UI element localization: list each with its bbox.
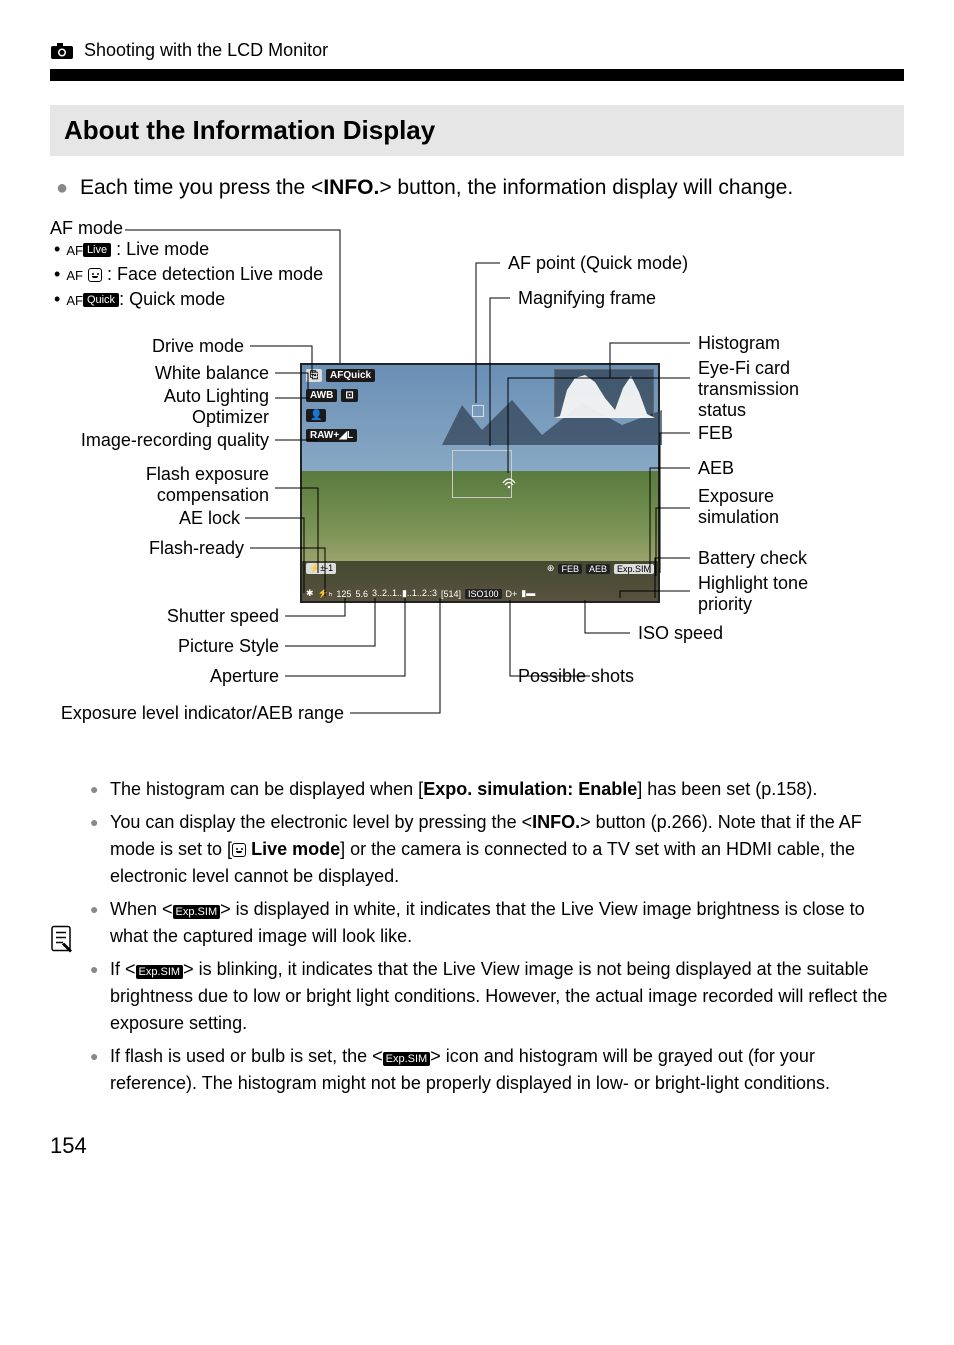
notes-icon [50, 776, 76, 1103]
lcd-row-raw: RAW+◢L [306, 429, 357, 442]
lcd-afquick-icon: AFQuick [326, 369, 375, 382]
label-feb: FEB [698, 423, 733, 444]
label-shutter-speed: Shutter speed [167, 606, 279, 627]
notes-box: The histogram can be displayed when [Exp… [50, 776, 904, 1103]
label-white-balance: White balance [155, 363, 269, 384]
page-number: 154 [50, 1133, 904, 1159]
label-exp-level: Exposure level indicator/AEB range [61, 703, 344, 724]
label-aperture: Aperture [210, 666, 279, 687]
lcd-row-drive-af: ⎘ AFQuick [306, 369, 375, 382]
lcd-expsim: Exp.SIM [614, 564, 654, 574]
label-exp-sim: Exposure simulation [698, 486, 818, 528]
intro-prefix: Each time you press the < [80, 176, 323, 199]
intro-bullet: ● [56, 177, 68, 199]
lcd-diagram: AF mode •AFLive : Live mode •AF : Face d… [50, 218, 904, 748]
separator-bar [50, 69, 904, 81]
af-mode-quick: •AFQuick: Quick mode [54, 289, 323, 310]
lcd-row-picstyle: 👤 [306, 409, 326, 422]
lcd-raw-icon: RAW+◢L [306, 429, 357, 442]
note-4: If <Exp.SIM> is blinking, it indicates t… [90, 956, 904, 1037]
lcd-feb: FEB [558, 564, 582, 574]
af-mode-live: •AFLive : Live mode [54, 239, 323, 260]
lcd-aeb: AEB [586, 564, 610, 574]
notes-list: The histogram can be displayed when [Exp… [90, 776, 904, 1103]
label-iso: ISO speed [638, 623, 723, 644]
lcd-histogram [554, 369, 654, 417]
lcd-bottom-bar: ⚡±-1 ⊕ FEB AEB Exp.SIM ✱ ⚡ₕ 125 5.6 3..2… [302, 561, 658, 601]
label-aeb: AEB [698, 458, 734, 479]
lcd-bottom-row2: ✱ ⚡ₕ 125 5.6 3..2..1..▮..1..2.:3 [514] I… [306, 588, 654, 599]
label-picture-style: Picture Style [178, 636, 279, 657]
label-af-point: AF point (Quick mode) [508, 253, 688, 274]
info-glyph: INFO. [323, 176, 379, 199]
lcd-shutter: 125 [336, 589, 351, 599]
lcd-drive-icon: ⎘ [306, 369, 322, 382]
af-mode-list: •AFLive : Live mode •AF : Face detection… [50, 239, 323, 310]
breadcrumb-text: Shooting with the LCD Monitor [84, 40, 328, 61]
label-mag-frame: Magnifying frame [518, 288, 656, 309]
lcd-iso: ISO100 [465, 589, 502, 599]
af-mode-block: AF mode •AFLive : Live mode •AF : Face d… [50, 218, 323, 314]
lcd-aperture: 5.6 [355, 589, 368, 599]
label-eyefi: Eye-Fi card transmission status [698, 358, 838, 421]
label-possible: Possible shots [518, 666, 634, 687]
lcd-wifi-icon [502, 475, 516, 489]
lcd-scale: 3..2..1..▮..1..2.:3 [372, 588, 437, 599]
af-mode-face: •AF : Face detection Live mode [54, 264, 323, 285]
lcd-bottom-row1: ⚡±-1 ⊕ FEB AEB Exp.SIM [306, 563, 654, 574]
note-3: When <Exp.SIM> is displayed in white, it… [90, 896, 904, 950]
intro-text: ● Each time you press the <INFO.> button… [50, 176, 904, 200]
face-icon-inline [232, 843, 246, 857]
face-icon [88, 268, 102, 282]
note-5: If flash is used or bulb is set, the <Ex… [90, 1043, 904, 1097]
label-histogram: Histogram [698, 333, 780, 354]
lcd-aelock: ✱ [306, 588, 314, 599]
camera-icon [50, 42, 74, 60]
lcd-magnifying-frame [452, 450, 512, 498]
label-flash-exp-comp: Flash exposure compensation [109, 464, 269, 506]
note-2: You can display the electronic level by … [90, 809, 904, 890]
breadcrumb-row: Shooting with the LCD Monitor [50, 40, 904, 61]
label-battery: Battery check [698, 548, 807, 569]
lcd-alo-icon: ⊡ [341, 389, 357, 402]
section-title: About the Information Display [50, 105, 904, 156]
label-auto-lighting: Auto Lighting Optimizer [139, 386, 269, 428]
lcd-af-point [472, 405, 484, 417]
lcd-picstyle-icon: 👤 [306, 409, 326, 422]
label-flash-ready: Flash-ready [149, 538, 244, 559]
intro-suffix: > button, the information display will c… [379, 176, 793, 199]
label-ae-lock: AE lock [179, 508, 240, 529]
lcd-row-awb-alo: AWB ⊡ [306, 389, 358, 402]
lcd-dplus: D+ [506, 589, 518, 599]
label-img-quality: Image-recording quality [81, 430, 269, 451]
af-mode-heading: AF mode [50, 218, 323, 239]
lcd-gps-icon: ⊕ [547, 563, 555, 574]
label-highlight: Highlight tone priority [698, 573, 838, 615]
lcd-battery: ▮▬ [521, 588, 535, 599]
lcd-flash: ⚡ₕ [318, 588, 333, 599]
label-drive-mode: Drive mode [152, 336, 244, 357]
note-1: The histogram can be displayed when [Exp… [90, 776, 904, 803]
lcd-awb-icon: AWB [306, 389, 337, 402]
lcd-shots: [514] [441, 589, 461, 599]
lcd-screen: ⎘ AFQuick AWB ⊡ 👤 RAW+◢L ⚡±-1 ⊕ FEB AEB … [300, 363, 660, 603]
lcd-flashcomp: ⚡±-1 [306, 563, 336, 574]
